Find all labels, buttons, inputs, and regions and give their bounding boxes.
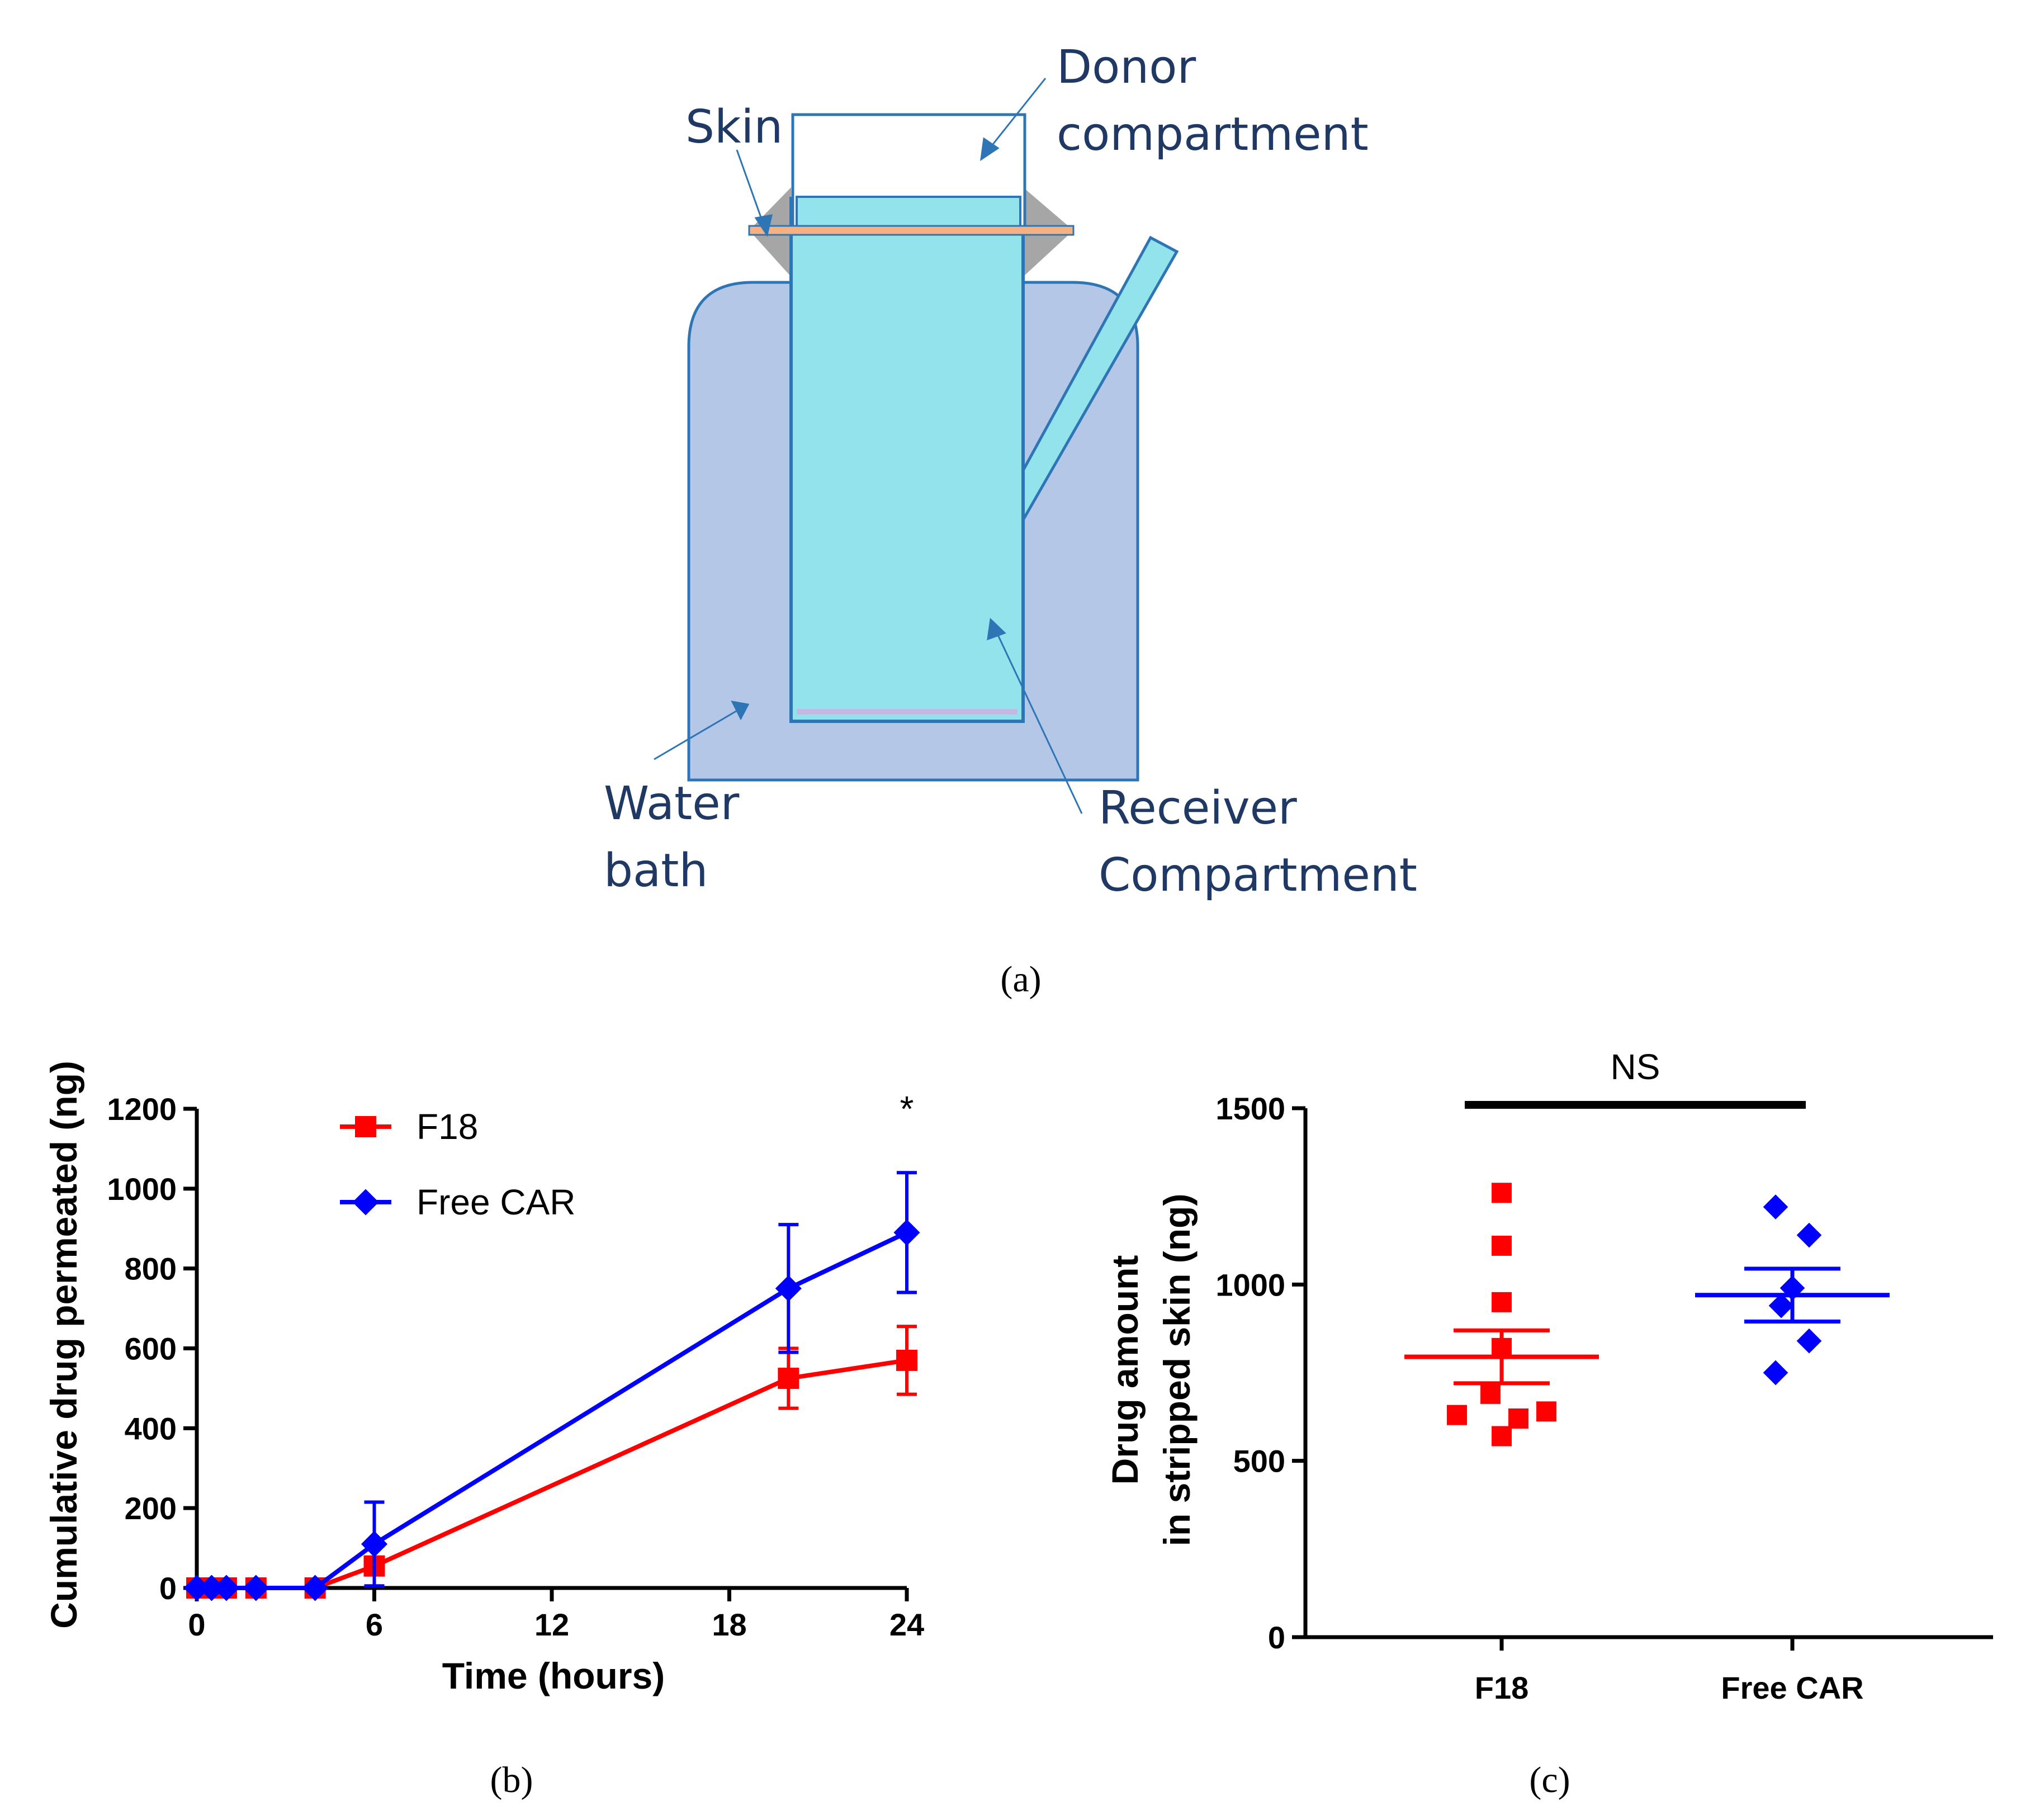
chart-b-y-tick-label: 1000 xyxy=(107,1171,177,1207)
chart-b-axes: 0 200 400 600 800 1000 1200 0 6 12 18 24 xyxy=(107,1091,924,1642)
donor-label-2: compartment xyxy=(1057,108,1369,161)
chart-b-x-tick-label: 24 xyxy=(889,1607,924,1642)
chart-c-points xyxy=(1404,1183,1890,1446)
chart-b-y-tick-label: 200 xyxy=(125,1491,177,1526)
chart-b-significance-star: * xyxy=(900,1089,914,1129)
chart-c-y-title-1: Drug amount xyxy=(1104,1255,1146,1485)
water-arrow xyxy=(654,709,739,760)
data-point-free-car xyxy=(213,1575,240,1601)
data-point-f18 xyxy=(1492,1292,1512,1312)
data-point-free-car xyxy=(1768,1293,1794,1318)
chart-c-y-tick-label: 500 xyxy=(1233,1444,1285,1479)
chart-b-series xyxy=(183,1171,920,1601)
receiver-compartment xyxy=(789,197,1025,723)
stripped-skin-scatter: 0 500 1000 1500 F18 Free CAR Drug amount in s… xyxy=(1104,1047,1993,1705)
panel-a-label: (a) xyxy=(1000,959,1041,1000)
chart-b-x-title: Time (hours) xyxy=(442,1655,665,1696)
chart-b-x-tick-label: 18 xyxy=(712,1607,746,1642)
receiver-arrow xyxy=(994,628,1083,814)
receiver-label-2: Compartment xyxy=(1099,849,1417,902)
water-arrow-head xyxy=(731,700,750,721)
legend-label-free-car: Free CAR xyxy=(417,1182,576,1222)
series-line-f18 xyxy=(197,1358,907,1590)
panel-c-label: (c) xyxy=(1529,1760,1570,1800)
legend-marker-f18 xyxy=(355,1116,376,1137)
data-point-free-car xyxy=(1780,1275,1805,1301)
legend-marker-free-car xyxy=(352,1189,379,1216)
data-point-free-car xyxy=(1796,1222,1822,1248)
chart-b-x-tick-label: 0 xyxy=(188,1607,205,1642)
chart-b-y-tick-label: 1200 xyxy=(107,1091,177,1127)
data-point-f18 xyxy=(1492,1426,1512,1446)
data-point-f18 xyxy=(896,1349,917,1371)
data-point-free-car xyxy=(198,1575,225,1601)
franz-cell-diagram: Donor compartment Skin Water bath Receiv… xyxy=(604,41,1417,902)
chart-c-x-tick-label: Free CAR xyxy=(1721,1670,1863,1705)
chart-c-y-tick-label: 1500 xyxy=(1215,1091,1285,1126)
donor-arrow-head xyxy=(980,137,1000,162)
receiver-label-1: Receiver xyxy=(1099,782,1297,835)
panel-b-label: (b) xyxy=(490,1760,533,1800)
data-point-free-car xyxy=(361,1530,388,1558)
chart-b-legend: F18 Free CAR xyxy=(340,1107,576,1222)
chart-b-y-tick-label: 600 xyxy=(125,1331,177,1367)
chart-c-x-tick-label: F18 xyxy=(1475,1670,1529,1705)
chart-b-y-tick-label: 400 xyxy=(125,1411,177,1446)
chart-c-ns-label: NS xyxy=(1611,1047,1660,1087)
chart-b-x-tick-label: 6 xyxy=(366,1607,383,1642)
data-point-free-car xyxy=(1763,1360,1788,1386)
data-point-free-car xyxy=(893,1219,920,1246)
data-point-free-car xyxy=(775,1275,802,1302)
water-label-2: bath xyxy=(604,844,708,897)
data-point-f18 xyxy=(778,1368,799,1389)
data-point-f18 xyxy=(1536,1401,1556,1422)
donor-label-1: Donor xyxy=(1057,41,1196,94)
chart-b-y-title: Cumulative drug permeated (ng) xyxy=(43,1061,84,1629)
donor-lower xyxy=(796,196,1021,229)
permeation-line-chart: 0 200 400 600 800 1000 1200 0 6 12 18 24 F18 Free CA… xyxy=(43,1061,924,1696)
receiver-bottom xyxy=(797,709,1018,715)
skin-label: Skin xyxy=(685,101,783,154)
chart-c-y-title-2: in stripped skin (ng) xyxy=(1156,1194,1198,1547)
chart-b-x-tick-label: 12 xyxy=(534,1607,569,1642)
data-point-f18 xyxy=(1492,1337,1512,1358)
donor-arrow xyxy=(987,78,1047,150)
data-point-f18 xyxy=(1492,1183,1512,1203)
chart-b-y-tick-label: 800 xyxy=(125,1251,177,1287)
skin-arrow-head xyxy=(754,214,773,237)
legend-label-f18: F18 xyxy=(417,1107,478,1147)
data-point-f18 xyxy=(1492,1235,1512,1256)
receiver-arrow-head xyxy=(987,617,1006,641)
data-point-free-car xyxy=(1763,1194,1788,1219)
data-point-free-car xyxy=(302,1575,329,1601)
series-line-free-car xyxy=(197,1230,908,1590)
chart-b-y-tick-label: 0 xyxy=(159,1571,177,1606)
data-point-f18 xyxy=(1480,1383,1501,1404)
skin-membrane xyxy=(748,225,1075,236)
chart-c-axes: 0 500 1000 1500 F18 Free CAR xyxy=(1215,1091,1993,1705)
data-point-f18 xyxy=(1508,1408,1528,1429)
chart-c-y-tick-label: 0 xyxy=(1268,1620,1285,1655)
data-point-free-car xyxy=(243,1575,269,1601)
chart-c-y-tick-label: 1000 xyxy=(1215,1267,1285,1302)
water-label-1: Water xyxy=(604,777,740,830)
data-point-free-car xyxy=(1796,1328,1822,1354)
skin-arrow xyxy=(736,149,766,229)
data-point-free-car xyxy=(183,1575,210,1601)
data-point-f18 xyxy=(1447,1405,1467,1425)
